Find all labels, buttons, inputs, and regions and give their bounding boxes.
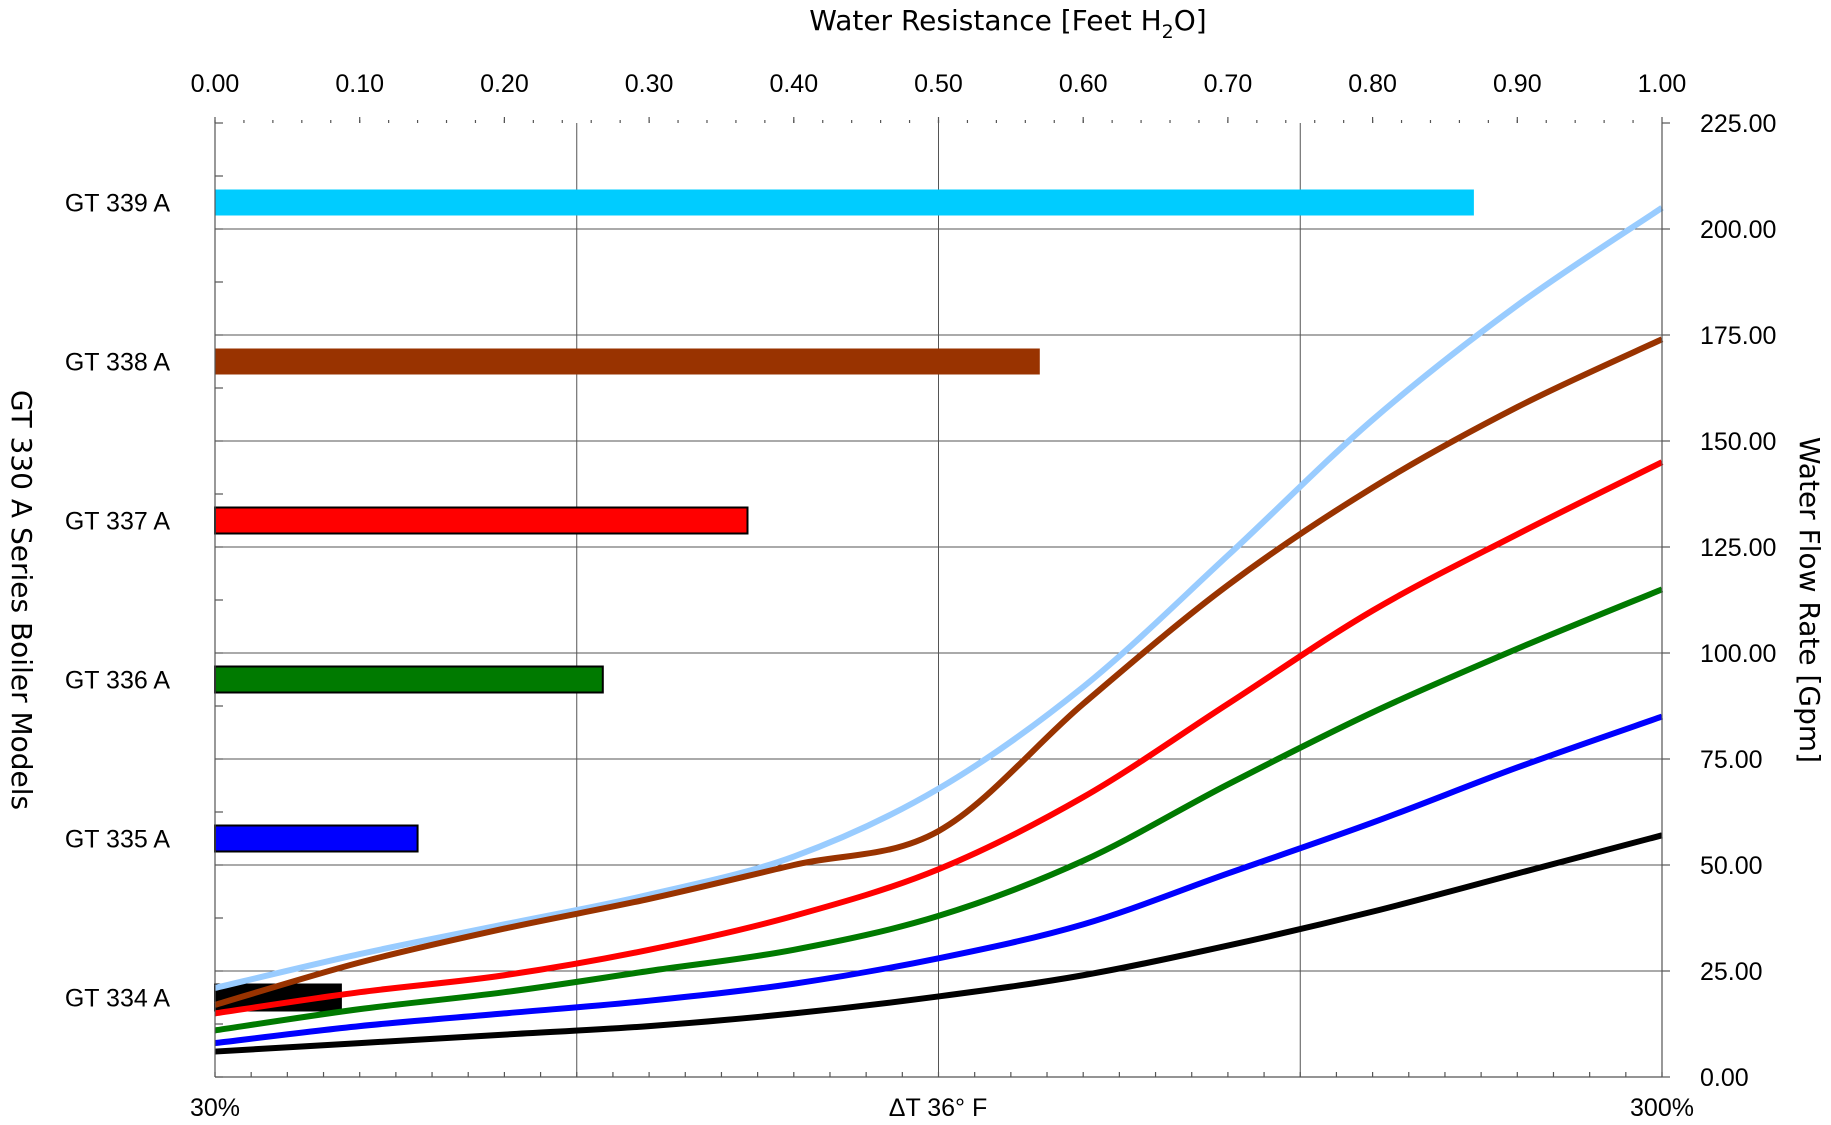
category-label: GT 334 A (65, 985, 170, 1013)
top-axis-title: Water Resistance [Feet H2O] (809, 4, 1206, 43)
right-tick-label: 225.00 (1700, 110, 1776, 138)
series-line (214, 336, 1664, 1008)
bars-layer (214, 189, 1474, 1012)
axes-layer (214, 117, 1670, 1078)
top-tick-label: 1.00 (1638, 70, 1687, 98)
category-label: GT 335 A (65, 826, 170, 854)
right-tick-label: 125.00 (1700, 534, 1776, 562)
series-line (214, 205, 1664, 991)
right-tick-label: 0.00 (1700, 1064, 1749, 1092)
top-axis-title-end: O] (1174, 4, 1207, 37)
top-tick-label: 0.90 (1493, 70, 1542, 98)
bottom-label-end: 300% (1630, 1094, 1694, 1122)
right-axis-title: Water Flow Rate [Gpm] (1793, 437, 1826, 763)
labels-layer: 0.00 0.10 0.20 0.30 0.40 0.50 0.60 0.70 0.80 0.90… (65, 70, 1777, 1092)
top-tick-label: 0.30 (625, 70, 674, 98)
category-label: GT 338 A (65, 349, 170, 377)
series-line (214, 713, 1663, 1047)
category-label: GT 339 A (65, 190, 170, 218)
bar (214, 665, 604, 694)
right-tick-label: 200.00 (1700, 216, 1776, 244)
top-tick-label: 0.50 (914, 70, 963, 98)
right-tick-label: 75.00 (1700, 746, 1763, 774)
bottom-label-middle: ΔT 36° F (889, 1094, 988, 1122)
lines-layer (214, 205, 1664, 1055)
top-tick-label: 0.60 (1059, 70, 1108, 98)
right-tick-label: 100.00 (1700, 640, 1776, 668)
right-tick-label: 150.00 (1700, 428, 1776, 456)
top-tick-label: 0.40 (769, 70, 818, 98)
series-line (214, 459, 1664, 1017)
top-tick-label: 0.80 (1348, 70, 1397, 98)
top-tick-label: 0.10 (335, 70, 384, 98)
top-axis-title-sub: 2 (1162, 21, 1174, 43)
top-tick-label: 0.20 (480, 70, 529, 98)
right-tick-label: 50.00 (1700, 852, 1763, 880)
bar (214, 824, 419, 853)
category-label: GT 337 A (65, 508, 170, 536)
top-axis-title-main: Water Resistance [Feet H (809, 4, 1161, 37)
top-tick-label: 0.70 (1204, 70, 1253, 98)
grid-layer (215, 123, 1662, 1077)
right-tick-label: 25.00 (1700, 958, 1763, 986)
series-line (214, 586, 1664, 1034)
bar (215, 189, 1474, 216)
category-label: GT 336 A (65, 667, 170, 695)
left-axis-title: GT 330 A Series Boiler Models (5, 390, 38, 810)
top-tick-label: 0.00 (191, 70, 240, 98)
bar (214, 506, 749, 535)
bottom-label-start: 30% (190, 1094, 240, 1122)
series-line (214, 832, 1663, 1055)
bar (215, 348, 1040, 375)
right-tick-label: 175.00 (1700, 322, 1776, 350)
